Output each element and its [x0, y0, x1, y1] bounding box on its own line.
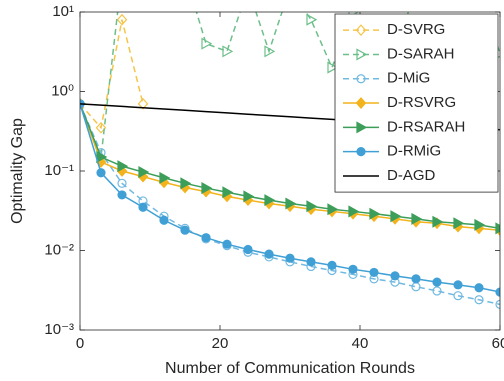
series-line — [80, 103, 500, 306]
axes: 0 20 40 60 10⁻³ 10⁻² 10⁻¹ 10⁰ 10¹ — [44, 3, 504, 352]
marker — [348, 264, 358, 274]
marker — [222, 45, 234, 58]
x-axis-label: Number of Communication Rounds — [165, 360, 415, 377]
legend-label: D-MiG — [387, 70, 430, 87]
marker — [474, 283, 484, 293]
marker — [453, 280, 463, 290]
y-tick-label: 10⁻² — [44, 241, 74, 258]
marker — [411, 274, 421, 284]
plot — [80, 12, 500, 309]
marker — [306, 257, 316, 267]
marker — [264, 249, 274, 259]
marker — [159, 215, 169, 225]
marker — [117, 190, 127, 200]
marker — [432, 286, 442, 296]
marker — [327, 260, 337, 270]
x-tick-label: 0 — [76, 335, 84, 352]
marker — [453, 217, 465, 230]
marker — [96, 168, 106, 178]
marker — [356, 74, 366, 84]
y-tick-label: 10⁻¹ — [44, 162, 74, 179]
marker — [306, 200, 318, 213]
marker — [411, 212, 423, 225]
marker — [327, 203, 339, 216]
marker — [264, 45, 276, 58]
marker — [95, 121, 107, 134]
marker — [243, 190, 255, 203]
marker — [390, 271, 400, 281]
marker — [180, 177, 192, 190]
marker — [138, 166, 150, 179]
marker — [356, 147, 366, 157]
marker — [306, 13, 318, 26]
marker — [369, 267, 379, 278]
marker — [180, 225, 190, 235]
legend-label: D-RSVRG — [387, 94, 456, 111]
marker — [96, 150, 108, 164]
marker — [474, 218, 486, 231]
marker — [390, 210, 402, 223]
series-line — [80, 19, 144, 130]
marker — [355, 24, 367, 37]
legend-label: D-SARAH — [387, 45, 455, 62]
marker — [453, 291, 463, 301]
marker — [138, 202, 148, 212]
marker — [369, 207, 381, 220]
marker — [117, 160, 129, 173]
marker — [432, 215, 444, 228]
marker — [355, 97, 367, 109]
marker — [137, 97, 149, 110]
y-axis-label: Optimality Gap — [9, 118, 26, 224]
legend-label: D-SVRG — [387, 21, 445, 38]
legend-label: D-RMiG — [387, 143, 441, 160]
marker — [495, 299, 500, 309]
legend-label: D-AGD — [387, 167, 436, 184]
x-tick-label: 20 — [212, 335, 229, 352]
marker — [356, 48, 368, 61]
legend: D-SVRG D-SARAH D-MiG D-RSVRG D-RSARAH D-RMiG D… — [334, 13, 499, 193]
marker — [243, 244, 253, 255]
legend-label: D-RSARAH — [387, 118, 465, 135]
marker — [201, 233, 211, 243]
marker — [201, 37, 213, 50]
y-tick-label: 10¹ — [52, 3, 74, 20]
marker — [495, 287, 500, 297]
marker — [264, 194, 276, 207]
marker — [495, 222, 500, 235]
marker — [159, 171, 171, 184]
marker — [222, 186, 234, 199]
y-tick-label: 10⁻³ — [44, 321, 74, 338]
marker — [432, 277, 442, 287]
marker — [285, 253, 295, 263]
marker — [356, 121, 368, 134]
y-tick-label: 10⁰ — [51, 82, 74, 99]
marker — [327, 61, 339, 74]
marker — [117, 178, 127, 188]
marker — [201, 182, 213, 195]
marker — [222, 239, 232, 249]
marker — [116, 13, 128, 26]
marker — [348, 205, 360, 218]
marker — [285, 197, 297, 210]
marker — [474, 295, 484, 305]
x-tick-label: 40 — [352, 335, 369, 352]
x-tick-label: 60 — [492, 335, 504, 352]
